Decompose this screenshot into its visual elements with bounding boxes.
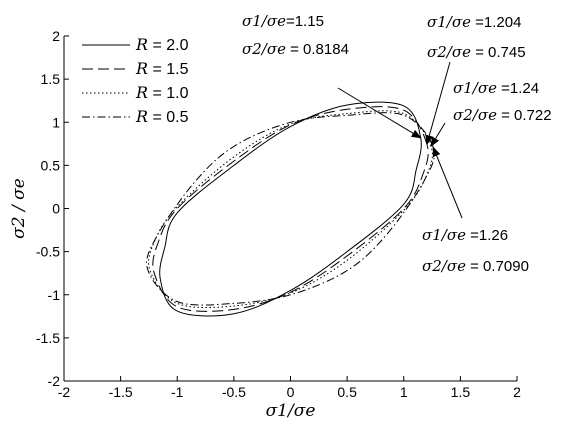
annotation-sigma2-symbol: σ2/σe	[242, 40, 286, 58]
annotation-sigma1-label: σ1/σe =1.24	[453, 79, 539, 97]
y-tick-label: 0	[52, 201, 60, 217]
legend-label-value: = 1.5	[148, 61, 189, 78]
legend-label-value: = 0.5	[148, 109, 189, 126]
series-curve-r-1	[148, 110, 433, 309]
legend-label-symbol: R	[135, 35, 148, 54]
y-tick-label: 0.5	[41, 157, 61, 173]
annotation-arrow	[425, 61, 451, 146]
x-tick-label: 0.5	[337, 384, 357, 400]
annotation-sigma2-symbol: σ2/σe	[427, 43, 471, 61]
legend-label: R = 1.0	[135, 83, 189, 102]
annotation-sigma1-symbol: σ1/σe	[427, 13, 471, 31]
series-curve-r-2	[159, 101, 422, 317]
x-tick-label: -1.5	[109, 384, 133, 400]
annotation-sigma2-label: σ2/σe = 0.7090	[422, 257, 529, 275]
annotation-sigma2-value: = 0.8184	[286, 41, 349, 58]
x-tick-label: -0.5	[222, 384, 246, 400]
annotation-sigma2-label: σ2/σe = 0.8184	[242, 40, 349, 58]
x-tick-label: 1	[400, 384, 408, 400]
x-axis-label: σ1/σe	[266, 401, 316, 421]
x-tick-label: 1.5	[451, 384, 471, 400]
annotation-sigma1-value: =1.204	[471, 14, 521, 31]
x-tick-label: 0	[287, 384, 295, 400]
annotation-sigma1-value: =1.15	[286, 13, 324, 30]
legend: R = 2.0R = 1.5R = 1.0R = 0.5	[82, 35, 189, 126]
legend-label-value: = 2.0	[148, 37, 189, 54]
legend-label: R = 2.0	[135, 35, 189, 54]
annotation-sigma1-label: σ1/σe =1.26	[422, 226, 508, 244]
legend-label: R = 1.5	[135, 59, 189, 78]
y-tick-label: -1	[48, 287, 61, 303]
x-tick-label: -2	[58, 384, 71, 400]
annotation-arrow	[430, 122, 446, 148]
annotation-sigma2-value: = 0.745	[471, 44, 526, 61]
annotation-sigma1-label: σ1/σe=1.15	[242, 12, 324, 30]
annotation-sigma1-symbol: σ1/σe	[453, 79, 497, 97]
y-tick-label: 2	[52, 28, 60, 44]
annotation-sigma1-label: σ1/σe =1.204	[427, 13, 521, 31]
legend-label: R = 0.5	[135, 107, 189, 126]
annotation-sigma2-symbol: σ2/σe	[453, 106, 497, 124]
legend-label-symbol: R	[135, 59, 148, 78]
annotation-sigma2-symbol: σ2/σe	[422, 257, 466, 275]
series-curve-r-1-5	[152, 106, 429, 312]
annotation-arrow	[337, 87, 422, 139]
legend-label-symbol: R	[135, 107, 148, 126]
annotation-sigma2-label: σ2/σe = 0.722	[453, 106, 552, 124]
y-tick-label: -1.5	[36, 330, 60, 346]
series-curves	[146, 101, 435, 317]
x-tick-label: 2	[513, 384, 521, 400]
y-tick-label: -2	[48, 373, 61, 389]
annotation-sigma1-value: =1.24	[497, 80, 539, 97]
annotation-sigma2-value: = 0.722	[497, 107, 552, 124]
annotation-arrow	[432, 146, 463, 219]
series-curve-r-0-5	[146, 112, 435, 306]
y-tick-label: 1.5	[41, 71, 61, 87]
annotation-sigma1-symbol: σ1/σe	[422, 226, 466, 244]
legend-label-value: = 1.0	[148, 85, 189, 102]
x-tick-label: -1	[171, 384, 184, 400]
y-axis-label: σ2 / σe	[9, 178, 29, 239]
legend-label-symbol: R	[135, 83, 148, 102]
annotation-sigma2-value: = 0.7090	[466, 258, 529, 275]
axes: -2 -1.5 -1 -0.5 0 0.5 1 1.5 2 -2 -1.5 -1 -0.5 0 0.5 1 1.…	[9, 28, 521, 421]
annotation-sigma2-label: σ2/σe = 0.745	[427, 43, 526, 61]
y-tick-label: -0.5	[36, 244, 60, 260]
y-tick-label: 1	[52, 114, 60, 130]
annotation-sigma1-symbol: σ1/σe	[242, 12, 286, 30]
annotation-sigma1-value: =1.26	[466, 227, 508, 244]
